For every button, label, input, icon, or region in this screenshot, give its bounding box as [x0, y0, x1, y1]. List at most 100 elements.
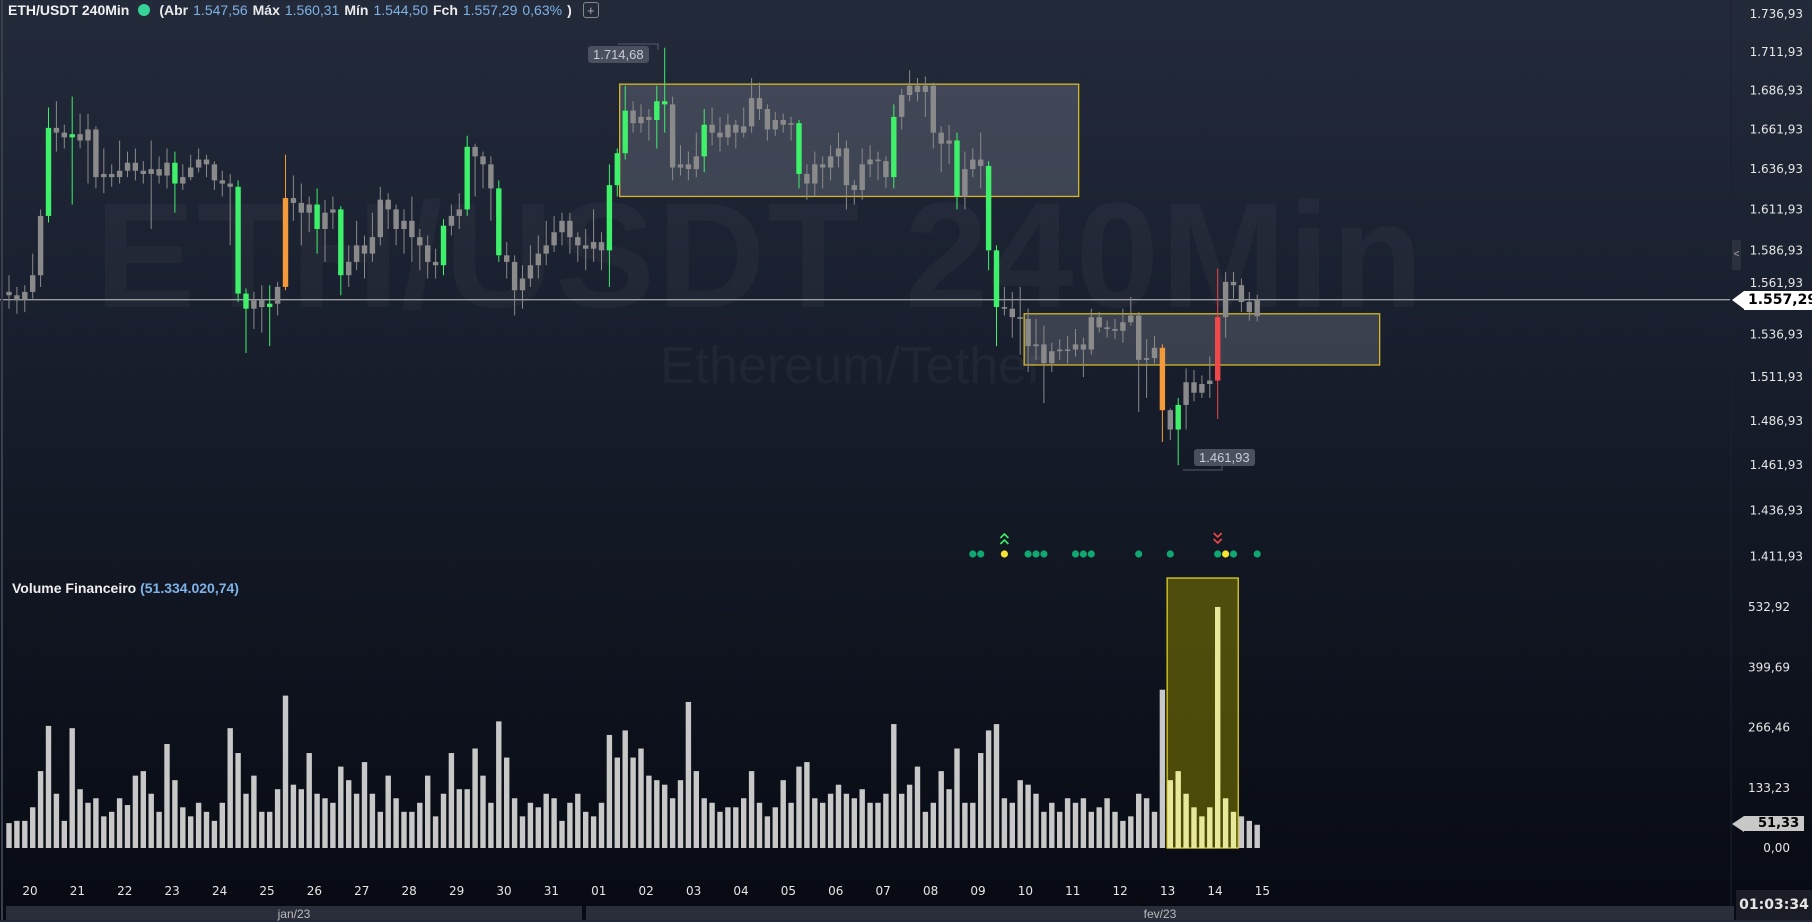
high-value: 1.560,31	[284, 2, 340, 18]
candle-body	[622, 110, 628, 154]
sell-signal-chevron-icon	[1213, 538, 1223, 545]
symbol-label[interactable]: ETH/USDT 240Min	[8, 2, 130, 18]
volume-bar	[788, 802, 794, 848]
price-axis-tick-label: 1.411,93	[1750, 549, 1803, 563]
candle-body	[1183, 382, 1189, 405]
candle-body	[606, 185, 613, 251]
volume-bar	[227, 728, 233, 848]
candle-body	[1104, 327, 1110, 330]
volume-bar	[1057, 811, 1063, 848]
volume-bar	[535, 807, 541, 848]
candle-body	[1049, 351, 1055, 364]
volume-bar	[377, 811, 383, 848]
volume-bar	[1080, 798, 1087, 848]
date-axis-tick-label: 27	[354, 884, 369, 898]
candle-body	[456, 209, 462, 216]
volume-bar	[559, 820, 565, 848]
date-axis-tick-label: 31	[544, 884, 559, 898]
date-axis-tick-label: 04	[733, 884, 748, 898]
candle-body	[551, 232, 557, 246]
candle-body	[575, 237, 581, 246]
candle-body	[353, 245, 360, 262]
candle-body	[1041, 344, 1047, 364]
volume-bar	[109, 811, 115, 848]
candle-body	[772, 120, 778, 130]
volume-bar	[464, 789, 470, 848]
candle-body	[630, 110, 636, 124]
date-axis-tick-label: 15	[1255, 884, 1270, 898]
candle-body	[385, 199, 391, 210]
candle-body	[764, 109, 771, 130]
date-axis-tick-label: 12	[1113, 884, 1128, 898]
date-axis-tick-label: 07	[876, 884, 891, 898]
candle-body	[1175, 404, 1181, 430]
candle-body	[669, 104, 676, 168]
candle-body	[654, 101, 660, 121]
candle-body	[93, 129, 99, 178]
date-axis-tick-label: 21	[70, 884, 85, 898]
volume-bar	[148, 793, 154, 848]
volume-bar	[622, 730, 628, 848]
candle-body	[472, 146, 478, 157]
volume-bar	[69, 728, 75, 848]
candle-body	[346, 261, 352, 276]
volume-legend-label: Volume Financeiro	[12, 580, 137, 596]
low-label: Mín	[344, 2, 369, 18]
candle-body	[875, 159, 881, 162]
candle-body	[1057, 349, 1063, 352]
signal-dot	[1032, 550, 1040, 558]
candle-body	[614, 153, 620, 186]
candle-body	[970, 159, 976, 170]
volume-bar	[1159, 689, 1166, 848]
volume-bar	[567, 802, 573, 848]
volume-bar	[259, 811, 265, 848]
volume-bar	[772, 807, 778, 848]
volume-bar	[717, 811, 723, 848]
volume-bar	[693, 771, 699, 848]
chart-watermark-subtitle: Ethereum/Tether	[660, 338, 1044, 394]
candle-body	[116, 170, 123, 178]
price-axis-tick-label: 1.436,93	[1750, 503, 1803, 517]
signal-dot	[1229, 550, 1238, 558]
volume-bar	[1049, 802, 1055, 848]
volume-bar	[432, 816, 439, 848]
open-label: (Abr	[159, 2, 189, 18]
volume-bar	[1191, 807, 1197, 848]
date-axis-tick-label: 06	[828, 884, 843, 898]
volume-bar	[314, 793, 320, 848]
candle-body	[480, 156, 486, 165]
volume-axis-tick-label: 532,92	[1748, 600, 1790, 614]
candle-body	[1120, 322, 1126, 331]
collapse-panel-icon[interactable]: <	[1732, 240, 1741, 270]
candle-body	[85, 129, 91, 141]
volume-bar	[1143, 798, 1150, 848]
signal-dot	[1040, 550, 1048, 558]
date-axis-tick-label: 02	[639, 884, 654, 898]
candle-body	[796, 123, 802, 174]
candle-body	[496, 188, 502, 256]
volume-bar	[764, 816, 771, 848]
volume-bar	[1207, 807, 1213, 848]
date-axis-tick-label: 05	[781, 884, 796, 898]
candle-body	[1222, 281, 1229, 318]
volume-bar	[748, 771, 755, 848]
volume-bar	[448, 753, 455, 848]
candle-body	[733, 124, 739, 133]
candle-body	[788, 123, 794, 125]
add-indicator-button[interactable]: +	[582, 2, 599, 18]
candle-body	[274, 286, 281, 304]
candle-body	[77, 134, 83, 141]
candle-body	[432, 261, 439, 266]
low-value: 1.544,50	[373, 2, 428, 18]
signal-dot	[1222, 550, 1230, 558]
candle-body	[243, 293, 249, 309]
candle-body	[156, 169, 162, 176]
candle-body	[235, 186, 241, 294]
volume-bar	[1222, 798, 1229, 848]
date-axis-tick-label: 29	[449, 884, 464, 898]
candle-body	[891, 116, 897, 178]
volume-bar	[519, 816, 526, 848]
volume-bar	[725, 807, 731, 848]
candle-body	[1191, 382, 1197, 393]
